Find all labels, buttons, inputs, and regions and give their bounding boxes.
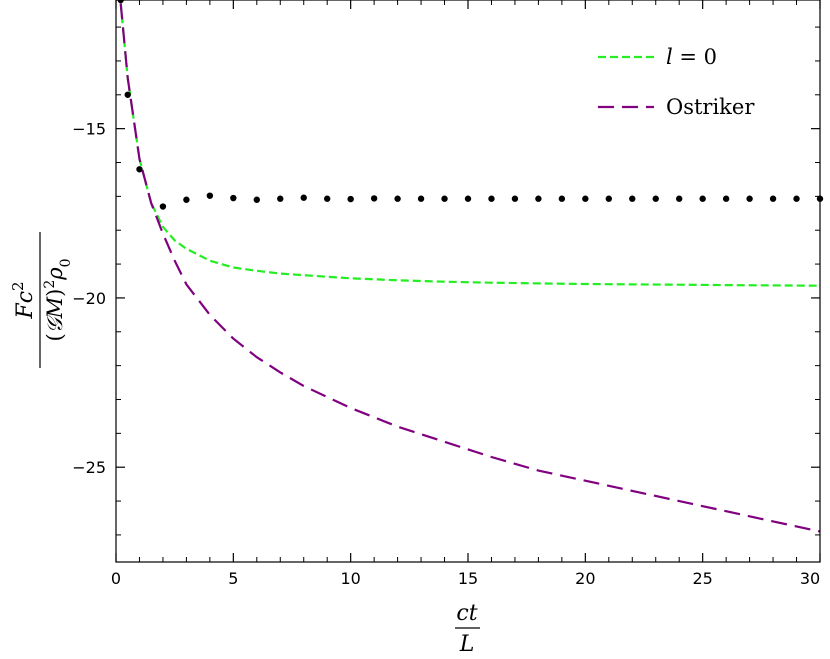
- data-point: [722, 195, 730, 202]
- y-axis-label-denominator: (𝒢M)2ρ0: [42, 258, 74, 341]
- data-point: [253, 196, 260, 203]
- legend: l = 0 Ostriker: [598, 45, 755, 119]
- y-tick-label: −25: [72, 458, 106, 477]
- x-tick-label: 30: [800, 569, 820, 588]
- y-tick-label: −15: [72, 120, 106, 139]
- x-tick-label: 20: [575, 569, 595, 588]
- y-label-num-base: Fc: [13, 291, 38, 320]
- x-tick-label: 25: [692, 569, 712, 588]
- x-tick-label: 5: [228, 569, 238, 588]
- data-point: [300, 194, 307, 201]
- legend-label-l0: l = 0: [666, 45, 717, 69]
- y-label-den-sub: 0: [58, 258, 74, 267]
- data-point: [394, 195, 401, 202]
- data-point: [230, 194, 237, 202]
- x-tick-label: 10: [340, 569, 360, 588]
- y-label-den-m: M: [43, 296, 67, 319]
- data-point: [464, 195, 472, 202]
- data-point: [277, 195, 284, 202]
- y-label-den-close: ): [43, 289, 67, 297]
- y-axis-label-numerator: Fc2: [9, 281, 38, 319]
- data-point: [769, 195, 777, 202]
- data-point: [347, 195, 354, 203]
- data-point: [699, 195, 706, 202]
- data-point: [370, 195, 378, 202]
- data-point: [124, 91, 131, 98]
- data-point: [535, 195, 542, 202]
- data-point: [206, 192, 214, 199]
- data-point: [488, 195, 495, 202]
- data-point: [136, 166, 143, 173]
- data-point: [629, 195, 636, 202]
- x-axis-label-denominator: L: [459, 632, 475, 657]
- data-point: [582, 195, 589, 202]
- data-point: [605, 195, 612, 202]
- labels-layer: 0 5 10 15 20 25 30 −15 −20 −25: [72, 120, 820, 588]
- data-point: [441, 195, 448, 202]
- data-point: [324, 195, 331, 202]
- data-point: [746, 195, 753, 202]
- data-point: [511, 195, 519, 202]
- series-line-l0: [119, 3, 821, 287]
- y-label-den-open: (: [43, 333, 67, 341]
- data-point: [417, 195, 425, 202]
- ticks-layer: [115, 0, 821, 562]
- x-tick-label: 0: [111, 569, 121, 588]
- data-point: [117, 0, 124, 4]
- y-label-den-sup: 2: [42, 280, 58, 289]
- y-axis-label: Fc2 (𝒢M)2ρ0: [9, 232, 74, 368]
- data-point: [558, 195, 566, 202]
- x-axis-label-numerator: ct: [456, 601, 477, 626]
- legend-label-l0-var: l: [666, 45, 673, 69]
- data-point: [652, 195, 659, 202]
- data-point: [183, 196, 190, 203]
- legend-label-l0-rest: = 0: [673, 45, 717, 69]
- data-point: [159, 203, 167, 210]
- y-label-den-rho: ρ: [43, 267, 67, 281]
- y-label-den-calg: 𝒢: [43, 315, 67, 333]
- y-tick-label: −20: [72, 289, 106, 308]
- y-label-num-sup: 2: [9, 281, 27, 291]
- legend-label-ostriker: Ostriker: [666, 95, 755, 119]
- series-layer: [117, 0, 824, 533]
- series-line-ostriker: [119, 3, 821, 533]
- x-axis-label: ct L: [455, 601, 480, 657]
- data-point: [793, 195, 800, 202]
- data-point: [676, 195, 683, 202]
- x-tick-label: 15: [458, 569, 478, 588]
